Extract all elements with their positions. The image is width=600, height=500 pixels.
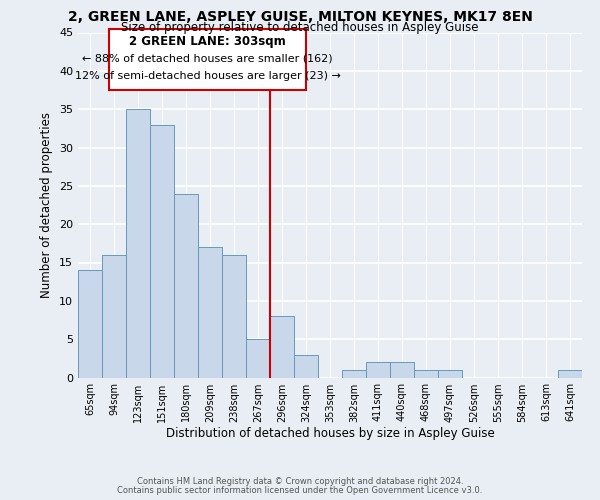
Bar: [366, 362, 390, 378]
Bar: [78, 270, 102, 378]
Text: Contains public sector information licensed under the Open Government Licence v3: Contains public sector information licen…: [118, 486, 482, 495]
Bar: [174, 194, 198, 378]
X-axis label: Distribution of detached houses by size in Aspley Guise: Distribution of detached houses by size …: [166, 428, 494, 440]
Bar: [246, 339, 270, 378]
Bar: [390, 362, 414, 378]
Bar: [294, 354, 318, 378]
Bar: [150, 124, 174, 378]
Bar: [342, 370, 366, 378]
Text: 2 GREEN LANE: 303sqm: 2 GREEN LANE: 303sqm: [129, 35, 286, 48]
Text: ← 88% of detached houses are smaller (162): ← 88% of detached houses are smaller (16…: [82, 53, 333, 63]
Text: Size of property relative to detached houses in Aspley Guise: Size of property relative to detached ho…: [121, 21, 479, 34]
Bar: [558, 370, 582, 378]
Bar: [198, 247, 222, 378]
Bar: [222, 255, 246, 378]
Text: 12% of semi-detached houses are larger (23) →: 12% of semi-detached houses are larger (…: [74, 71, 341, 81]
Bar: [126, 109, 150, 378]
FancyBboxPatch shape: [109, 28, 306, 90]
Bar: [270, 316, 294, 378]
Y-axis label: Number of detached properties: Number of detached properties: [40, 112, 53, 298]
Bar: [102, 255, 126, 378]
Text: 2, GREEN LANE, ASPLEY GUISE, MILTON KEYNES, MK17 8EN: 2, GREEN LANE, ASPLEY GUISE, MILTON KEYN…: [68, 10, 532, 24]
Text: Contains HM Land Registry data © Crown copyright and database right 2024.: Contains HM Land Registry data © Crown c…: [137, 477, 463, 486]
Bar: [414, 370, 438, 378]
Bar: [438, 370, 462, 378]
